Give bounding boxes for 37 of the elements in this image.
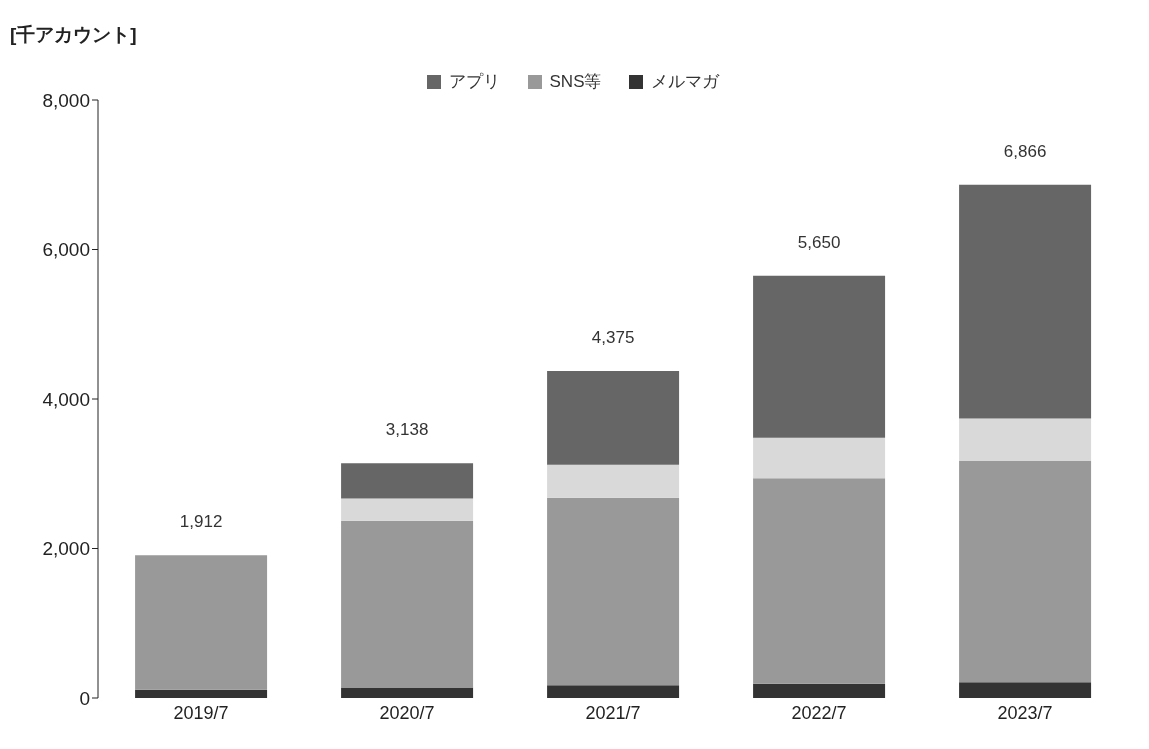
total-label: 3,138 [385, 420, 429, 440]
total-label: 6,866 [1003, 141, 1047, 161]
legend-label: アプリ [448, 71, 500, 93]
bar [753, 683, 886, 698]
bar [959, 184, 1092, 419]
bar [341, 520, 474, 688]
y-tick-label: 8,000 [42, 89, 90, 111]
bar [341, 498, 474, 521]
bar [135, 555, 268, 690]
bar [547, 464, 680, 498]
bar [547, 685, 680, 698]
bar [753, 478, 886, 684]
legend-label: メルマガ [651, 71, 720, 93]
bar [959, 461, 1092, 683]
x-tick-label: 2021/7 [585, 702, 641, 723]
legend-label: SNS等 [549, 71, 602, 93]
total-label: 4,375 [591, 327, 635, 347]
y-tick-label: 4,000 [42, 388, 90, 410]
bar [341, 687, 474, 698]
bar [341, 463, 474, 499]
x-tick-label: 2023/7 [997, 702, 1053, 723]
bar [547, 370, 680, 465]
total-label: 1,912 [179, 512, 223, 532]
y-tick-label: 2,000 [42, 538, 90, 560]
total-label: 5,650 [797, 232, 841, 252]
x-tick-label: 2022/7 [791, 702, 847, 723]
bar [959, 418, 1092, 462]
bar [753, 275, 886, 438]
bar [135, 689, 268, 698]
x-tick-label: 2020/7 [379, 702, 435, 723]
bar [547, 497, 680, 686]
y-tick-label: 0 [79, 687, 90, 709]
x-tick-label: 2019/7 [173, 702, 229, 723]
bar [959, 682, 1092, 698]
bar [753, 437, 886, 479]
y-tick-label: 6,000 [42, 239, 90, 261]
y-axis-title: [千アカウント] [10, 23, 137, 47]
